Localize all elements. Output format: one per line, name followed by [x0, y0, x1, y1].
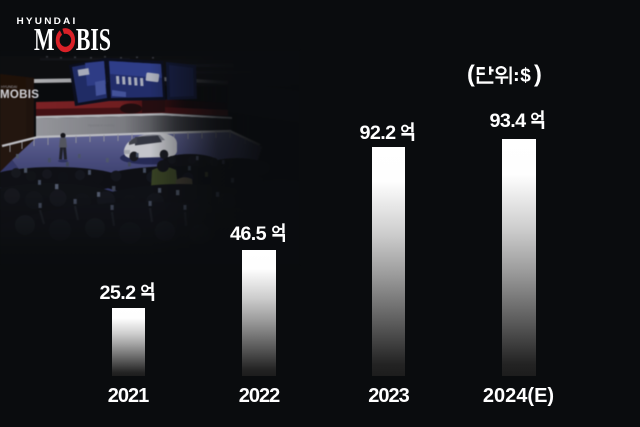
- svg-text:HYUNDAI: HYUNDAI: [1, 85, 17, 89]
- svg-text:): ): [534, 60, 542, 86]
- svg-text:MOBIS: MOBIS: [0, 89, 39, 101]
- svg-text:(: (: [467, 60, 475, 86]
- svg-text:Hyundai in mobility: Hyundai in mobility: [88, 124, 115, 128]
- svg-text:$: $: [520, 66, 531, 87]
